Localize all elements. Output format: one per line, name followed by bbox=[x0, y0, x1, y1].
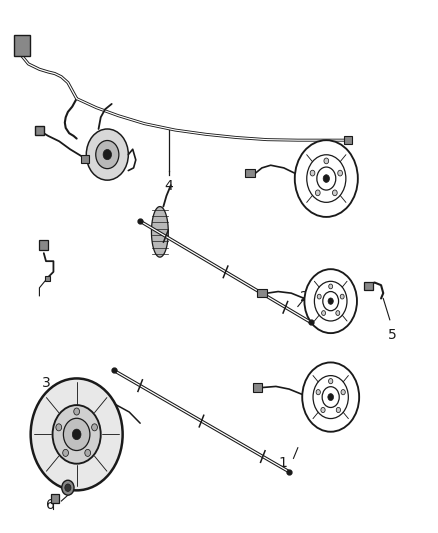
Circle shape bbox=[103, 149, 112, 160]
Circle shape bbox=[74, 408, 80, 415]
Text: 6: 6 bbox=[46, 498, 55, 512]
Circle shape bbox=[323, 175, 329, 182]
Polygon shape bbox=[152, 207, 168, 257]
Circle shape bbox=[64, 418, 90, 450]
Circle shape bbox=[317, 294, 321, 299]
Text: 1: 1 bbox=[278, 456, 287, 470]
FancyBboxPatch shape bbox=[35, 126, 44, 135]
FancyBboxPatch shape bbox=[51, 494, 59, 503]
Circle shape bbox=[340, 294, 344, 299]
FancyBboxPatch shape bbox=[245, 169, 255, 177]
Circle shape bbox=[63, 449, 68, 456]
Circle shape bbox=[307, 155, 346, 203]
Circle shape bbox=[332, 190, 337, 196]
Text: 4: 4 bbox=[164, 179, 173, 192]
FancyBboxPatch shape bbox=[364, 282, 373, 290]
Circle shape bbox=[338, 170, 343, 176]
Circle shape bbox=[317, 167, 336, 190]
Circle shape bbox=[314, 281, 347, 321]
Circle shape bbox=[62, 480, 74, 495]
Circle shape bbox=[85, 449, 91, 456]
Circle shape bbox=[321, 407, 325, 413]
Circle shape bbox=[336, 311, 340, 316]
Circle shape bbox=[324, 158, 328, 164]
Circle shape bbox=[328, 393, 334, 401]
Circle shape bbox=[328, 298, 333, 304]
FancyBboxPatch shape bbox=[14, 35, 30, 56]
Circle shape bbox=[56, 424, 62, 431]
Text: 2: 2 bbox=[300, 290, 309, 304]
Circle shape bbox=[323, 292, 339, 311]
Circle shape bbox=[315, 190, 320, 196]
FancyBboxPatch shape bbox=[344, 136, 352, 144]
FancyBboxPatch shape bbox=[39, 240, 48, 250]
FancyBboxPatch shape bbox=[81, 155, 89, 163]
Circle shape bbox=[328, 378, 333, 384]
Circle shape bbox=[96, 141, 119, 168]
Circle shape bbox=[313, 376, 348, 418]
Text: 5: 5 bbox=[388, 328, 396, 342]
Circle shape bbox=[53, 405, 101, 464]
Circle shape bbox=[65, 484, 71, 491]
Circle shape bbox=[86, 129, 128, 180]
FancyBboxPatch shape bbox=[257, 289, 267, 297]
Circle shape bbox=[336, 407, 340, 413]
Text: 3: 3 bbox=[42, 376, 50, 390]
FancyBboxPatch shape bbox=[45, 276, 50, 281]
Circle shape bbox=[92, 424, 97, 431]
Circle shape bbox=[302, 362, 359, 432]
Circle shape bbox=[316, 390, 320, 395]
Circle shape bbox=[304, 269, 357, 333]
Circle shape bbox=[328, 284, 333, 289]
Circle shape bbox=[321, 311, 325, 316]
Circle shape bbox=[72, 429, 81, 440]
Circle shape bbox=[31, 378, 123, 490]
Circle shape bbox=[295, 140, 358, 217]
Circle shape bbox=[310, 170, 315, 176]
FancyBboxPatch shape bbox=[253, 383, 262, 392]
Circle shape bbox=[322, 387, 339, 407]
Circle shape bbox=[341, 390, 345, 395]
